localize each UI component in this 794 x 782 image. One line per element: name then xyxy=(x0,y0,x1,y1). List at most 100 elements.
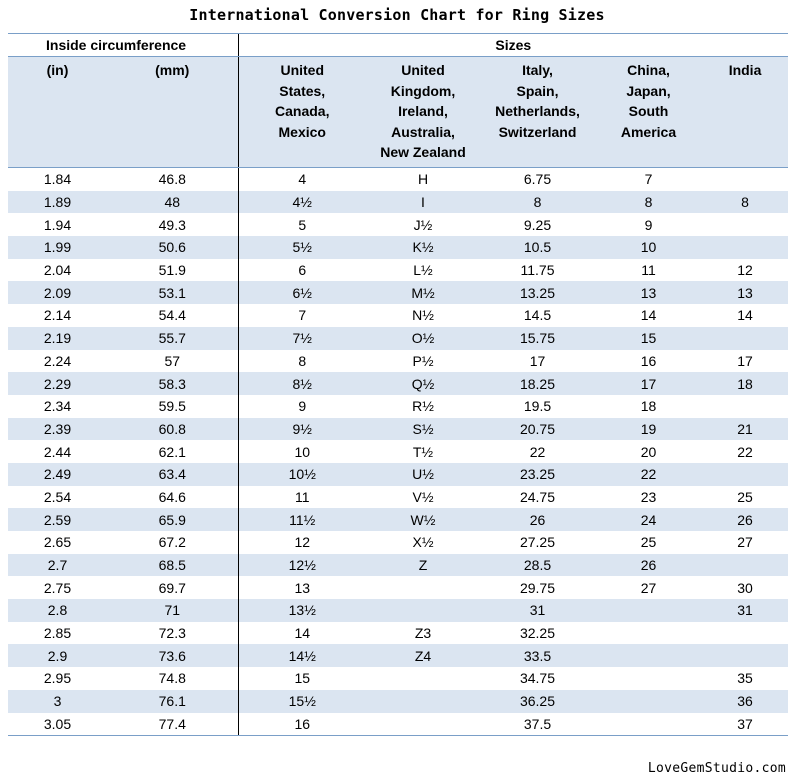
cell-eu: 36.25 xyxy=(480,689,595,713)
cell-mm: 63.4 xyxy=(107,462,238,486)
cell-in: 2.65 xyxy=(43,534,72,551)
cell-us: 15½ xyxy=(237,689,366,713)
cell-us: 7 xyxy=(237,304,366,327)
table-row: 2.29 58.3 8½ Q½ 18.25 17 18 xyxy=(8,372,789,395)
cell-uk xyxy=(366,712,480,737)
cell-eu: 18.25 xyxy=(480,372,595,395)
cell-asia xyxy=(595,689,702,713)
cell-in: 2.59 xyxy=(8,508,107,531)
cell-eu: 32.25 xyxy=(519,625,556,642)
column-header-label: (mm) xyxy=(155,62,190,78)
table-row: 1.84 46.8 4 H 6.75 7 xyxy=(8,167,788,191)
cell-asia: 13 xyxy=(595,281,702,305)
column-header-label: United States, Canada, Mexico xyxy=(275,62,330,140)
cell-eu: 10.5 xyxy=(480,236,595,259)
cell-us: 9 xyxy=(237,394,366,418)
cell-in: 2.9 xyxy=(8,644,107,668)
cell-us: 16 xyxy=(237,712,366,737)
cell-mm: 50.6 xyxy=(107,236,238,259)
cell-in: 1.89 xyxy=(8,190,107,214)
cell-mm: 46.8 xyxy=(158,171,186,188)
cell-uk xyxy=(366,667,480,690)
cell-uk: R½ xyxy=(412,398,434,415)
cell-asia: 27 xyxy=(640,579,657,596)
cell-eu: 13.25 xyxy=(480,281,595,305)
cell-mm: 58.3 xyxy=(107,372,238,395)
column-header-uk: United Kingdom, Ireland, Australia, New … xyxy=(366,56,480,168)
cell-in: 2.24 xyxy=(43,352,72,369)
cell-us: 6½ xyxy=(237,281,366,305)
cell-india: 35 xyxy=(737,670,753,687)
cell-asia: 14 xyxy=(640,307,657,324)
table-row: 2.09 53.1 6½ M½ 13.25 13 13 xyxy=(8,281,789,305)
cell-uk: I xyxy=(366,190,480,214)
cell-uk xyxy=(366,689,480,713)
cell-uk: V½ xyxy=(412,488,434,505)
cell-in: 2.04 xyxy=(43,262,72,279)
cell-mm: 60.8 xyxy=(107,417,238,441)
inside-circumference-header: Inside circumference xyxy=(8,33,238,57)
cell-india xyxy=(702,622,788,645)
sizes-header: Sizes xyxy=(237,33,789,57)
cell-uk: L½ xyxy=(413,262,433,279)
cell-eu: 34.75 xyxy=(519,670,556,687)
cell-india: 8 xyxy=(702,190,789,214)
column-header-label: India xyxy=(728,62,762,78)
cell-asia xyxy=(595,622,702,645)
cell-asia: 22 xyxy=(595,462,702,486)
cell-in: 2.49 xyxy=(8,462,107,486)
cell-in: 3 xyxy=(8,689,107,713)
table-row: 2.59 65.9 11½ W½ 26 24 26 xyxy=(8,508,789,531)
table-row: 2.24 57 8 P½ 17 16 17 xyxy=(8,349,788,373)
column-header-label: (in) xyxy=(46,62,69,78)
cell-eu: 29.75 xyxy=(519,579,556,596)
table-row: 2.54 64.6 11 V½ 24.75 23 25 xyxy=(8,485,788,509)
cell-mm: 62.1 xyxy=(158,443,186,460)
cell-in: 2.14 xyxy=(43,307,72,324)
cell-uk: H xyxy=(417,171,429,188)
cell-uk: K½ xyxy=(366,236,480,259)
cell-us: 4½ xyxy=(237,190,366,214)
table-row: 2.7 68.5 12½ Z 28.5 26 xyxy=(8,553,789,577)
cell-india: 37 xyxy=(702,712,789,737)
cell-eu: 23.25 xyxy=(480,462,595,486)
cell-eu: 33.5 xyxy=(480,644,595,668)
cell-india xyxy=(702,213,788,236)
cell-india: 22 xyxy=(737,443,753,460)
cell-us: 5 xyxy=(237,213,366,237)
cell-mm: 64.6 xyxy=(158,488,186,505)
cell-india xyxy=(702,553,789,577)
cell-us: 8 xyxy=(237,349,366,373)
cell-us: 12½ xyxy=(237,553,366,577)
cell-us: 10 xyxy=(237,440,366,463)
cell-in: 1.99 xyxy=(8,236,107,259)
cell-india: 25 xyxy=(737,488,753,505)
cell-asia: 23 xyxy=(640,488,657,505)
cell-eu: 24.75 xyxy=(519,488,556,505)
cell-us: 11 xyxy=(237,485,366,509)
cell-us: 14 xyxy=(237,621,366,645)
cell-asia: 19 xyxy=(595,417,702,441)
group-header-row: Inside circumference Sizes xyxy=(8,33,789,57)
cell-in: 2.7 xyxy=(8,553,107,577)
cell-mm: 59.5 xyxy=(158,398,186,415)
cell-uk: N½ xyxy=(412,307,434,324)
cell-mm: 48 xyxy=(107,190,238,214)
cell-us: 10½ xyxy=(237,462,366,486)
cell-asia: 16 xyxy=(640,352,657,369)
cell-uk: S½ xyxy=(366,417,480,441)
cell-in: 2.39 xyxy=(8,417,107,441)
cell-in: 2.09 xyxy=(8,281,107,305)
cell-mm: 51.9 xyxy=(158,262,186,279)
cell-eu: 28.5 xyxy=(480,553,595,577)
table-row: 2.9 73.6 14½ Z4 33.5 xyxy=(8,644,789,668)
column-header-in: (in) xyxy=(8,56,107,168)
cell-us: 7½ xyxy=(237,326,366,350)
cell-mm: 71 xyxy=(107,599,238,622)
cell-asia xyxy=(595,667,702,690)
table-row: 1.89 48 4½ I 8 8 8 xyxy=(8,190,789,214)
table-row: 1.99 50.6 5½ K½ 10.5 10 xyxy=(8,236,789,259)
cell-india: 12 xyxy=(737,262,753,279)
cell-india: 27 xyxy=(737,534,753,551)
cell-uk: X½ xyxy=(412,534,434,551)
